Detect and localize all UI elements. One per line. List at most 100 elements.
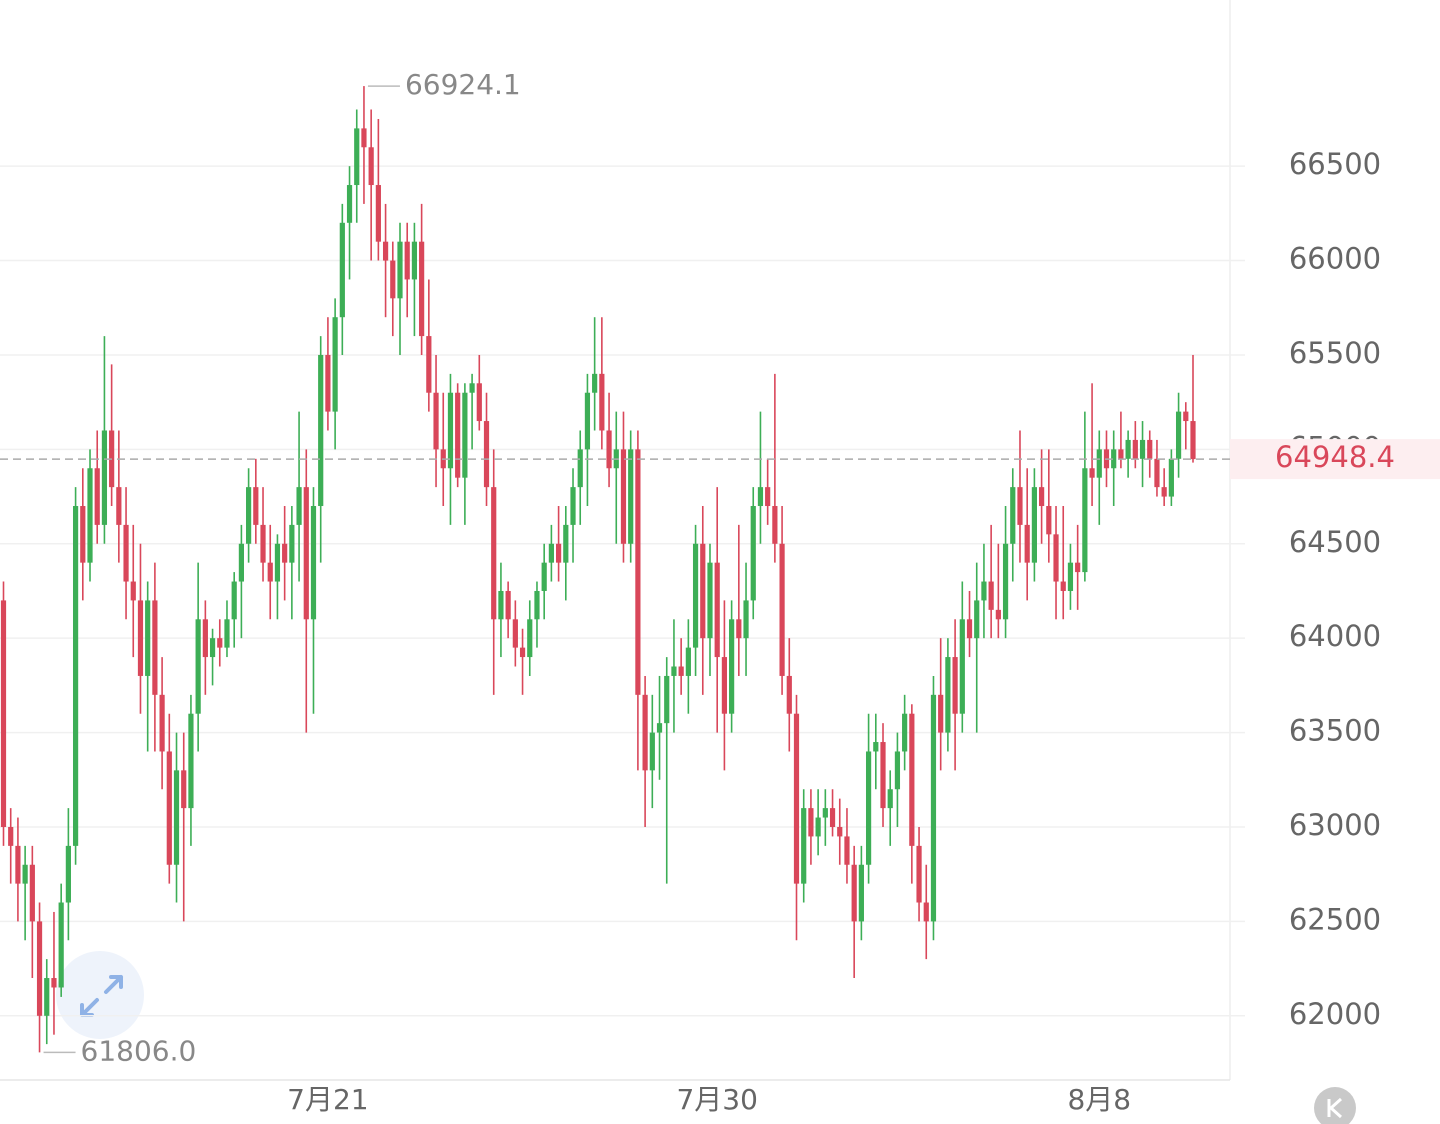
- candle-body: [159, 694, 165, 752]
- candle-body: [253, 487, 259, 525]
- candle-body: [786, 675, 792, 714]
- candle-body: [1089, 468, 1095, 478]
- candle-body: [865, 751, 872, 865]
- candle-body: [433, 392, 439, 450]
- candle-body: [1125, 439, 1131, 459]
- candle-body: [274, 543, 281, 582]
- candle-body: [945, 657, 951, 733]
- expand-button[interactable]: [56, 951, 144, 1039]
- candle-body: [606, 430, 612, 469]
- candle-body: [873, 742, 879, 752]
- candle-body: [469, 383, 475, 393]
- candle-body: [217, 638, 223, 648]
- candle-body: [282, 543, 288, 563]
- candle-body: [238, 543, 244, 582]
- candle-body: [419, 241, 425, 337]
- candle-body: [505, 590, 511, 620]
- candle-body: [930, 694, 937, 922]
- y-tick-label: 64500: [1289, 525, 1381, 559]
- candle-body: [577, 449, 583, 488]
- candle-body: [649, 732, 655, 771]
- candle-body: [87, 468, 93, 563]
- candle-body: [678, 666, 684, 676]
- candle-body: [599, 373, 605, 431]
- candle-body: [541, 562, 547, 591]
- candle-body: [988, 581, 994, 610]
- candle-body: [72, 506, 79, 846]
- candle-body: [476, 383, 482, 422]
- candle-body: [498, 590, 504, 620]
- candle-body: [310, 506, 317, 620]
- candle-body: [548, 543, 554, 563]
- candle-body: [642, 694, 648, 771]
- y-tick-label: 66000: [1289, 242, 1381, 276]
- x-tick-label: 7月21: [287, 1083, 368, 1116]
- candle-body: [325, 354, 331, 412]
- y-tick-label: 62000: [1289, 997, 1381, 1031]
- last-price-label: 64948.4: [1275, 440, 1395, 474]
- candle-body: [483, 421, 490, 488]
- candle-body: [260, 524, 266, 563]
- candle-body: [1175, 411, 1182, 459]
- candle-body: [628, 449, 634, 544]
- candle-body: [390, 260, 396, 299]
- candle-body: [519, 647, 526, 658]
- max-label: 66924.1: [405, 68, 521, 101]
- candle-body: [1060, 581, 1066, 591]
- candle-body: [332, 317, 338, 412]
- candle-body: [512, 619, 518, 648]
- min-label: 61806.0: [81, 1034, 197, 1067]
- candle-body: [635, 449, 641, 695]
- candle-body: [534, 590, 540, 620]
- candle-body: [44, 978, 50, 1016]
- k-button[interactable]: [1314, 1087, 1356, 1124]
- candle-body: [1031, 487, 1037, 563]
- candle-body: [202, 619, 208, 658]
- y-tick-label: 62500: [1289, 902, 1381, 936]
- y-tick-label: 65500: [1289, 336, 1381, 370]
- candle-body: [1111, 449, 1117, 469]
- candle-body: [527, 619, 533, 658]
- x-tick-label: 7月30: [676, 1083, 757, 1116]
- candle-body: [116, 487, 122, 525]
- candle-body: [1010, 487, 1016, 544]
- candle-body: [137, 600, 144, 676]
- candle-body: [995, 609, 1001, 620]
- candle-body: [808, 808, 814, 837]
- candle-body: [101, 430, 108, 525]
- candle-body: [195, 619, 201, 714]
- candle-body: [123, 524, 129, 582]
- candle-body: [1053, 534, 1059, 582]
- candle-body: [1161, 487, 1167, 497]
- candle-body: [1139, 439, 1146, 459]
- candle-body: [815, 817, 821, 837]
- candle-body: [959, 619, 965, 714]
- candle-body: [880, 742, 886, 809]
- candle-body: [1132, 439, 1138, 459]
- candle-body: [29, 864, 35, 922]
- candle-body: [0, 600, 7, 827]
- candle-body: [894, 751, 901, 790]
- candle-body: [707, 562, 713, 639]
- candle-body: [15, 845, 21, 884]
- candle-body: [382, 241, 389, 261]
- candle-body: [844, 836, 850, 865]
- candle-body: [556, 543, 562, 563]
- candle-body: [181, 770, 187, 809]
- candle-body: [736, 619, 742, 639]
- candle-body: [36, 921, 43, 1016]
- candle-body: [685, 647, 691, 676]
- y-tick-label: 63500: [1289, 714, 1381, 748]
- candle-body: [166, 751, 172, 865]
- candle-body: [188, 713, 194, 809]
- candle-body: [65, 845, 71, 903]
- candle-body: [361, 128, 367, 148]
- candle-body: [411, 241, 418, 280]
- candle-body: [1168, 458, 1174, 497]
- x-tick-label: 8月8: [1067, 1083, 1131, 1116]
- candle-body: [209, 638, 216, 658]
- candle-body: [721, 657, 728, 714]
- candle-body: [1002, 543, 1009, 620]
- candle-body: [1082, 468, 1088, 573]
